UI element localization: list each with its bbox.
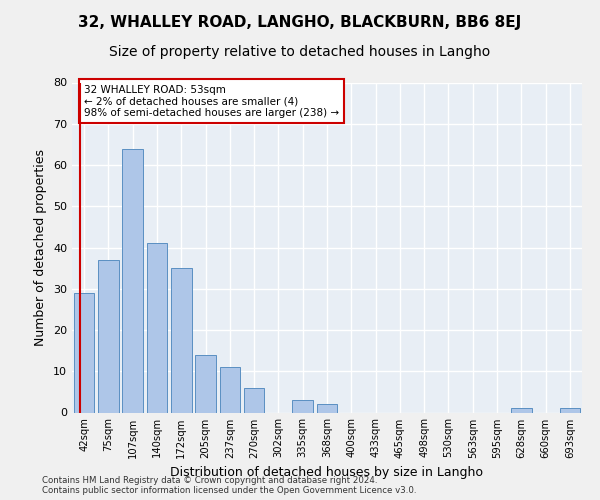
Bar [195, 355, 216, 412]
Bar [171, 268, 191, 412]
Y-axis label: Number of detached properties: Number of detached properties [34, 149, 47, 346]
X-axis label: Distribution of detached houses by size in Langho: Distribution of detached houses by size … [170, 466, 484, 479]
Bar [511, 408, 532, 412]
Text: 32 WHALLEY ROAD: 53sqm
← 2% of detached houses are smaller (4)
98% of semi-detac: 32 WHALLEY ROAD: 53sqm ← 2% of detached … [84, 84, 339, 118]
Bar [292, 400, 313, 412]
Bar [74, 293, 94, 412]
Bar [122, 148, 143, 412]
Bar [146, 244, 167, 412]
Bar [244, 388, 265, 412]
Bar [98, 260, 119, 412]
Text: Size of property relative to detached houses in Langho: Size of property relative to detached ho… [109, 45, 491, 59]
Bar [220, 367, 240, 412]
Text: 32, WHALLEY ROAD, LANGHO, BLACKBURN, BB6 8EJ: 32, WHALLEY ROAD, LANGHO, BLACKBURN, BB6… [79, 15, 521, 30]
Bar [560, 408, 580, 412]
Bar [317, 404, 337, 412]
Text: Contains HM Land Registry data © Crown copyright and database right 2024.
Contai: Contains HM Land Registry data © Crown c… [42, 476, 416, 495]
